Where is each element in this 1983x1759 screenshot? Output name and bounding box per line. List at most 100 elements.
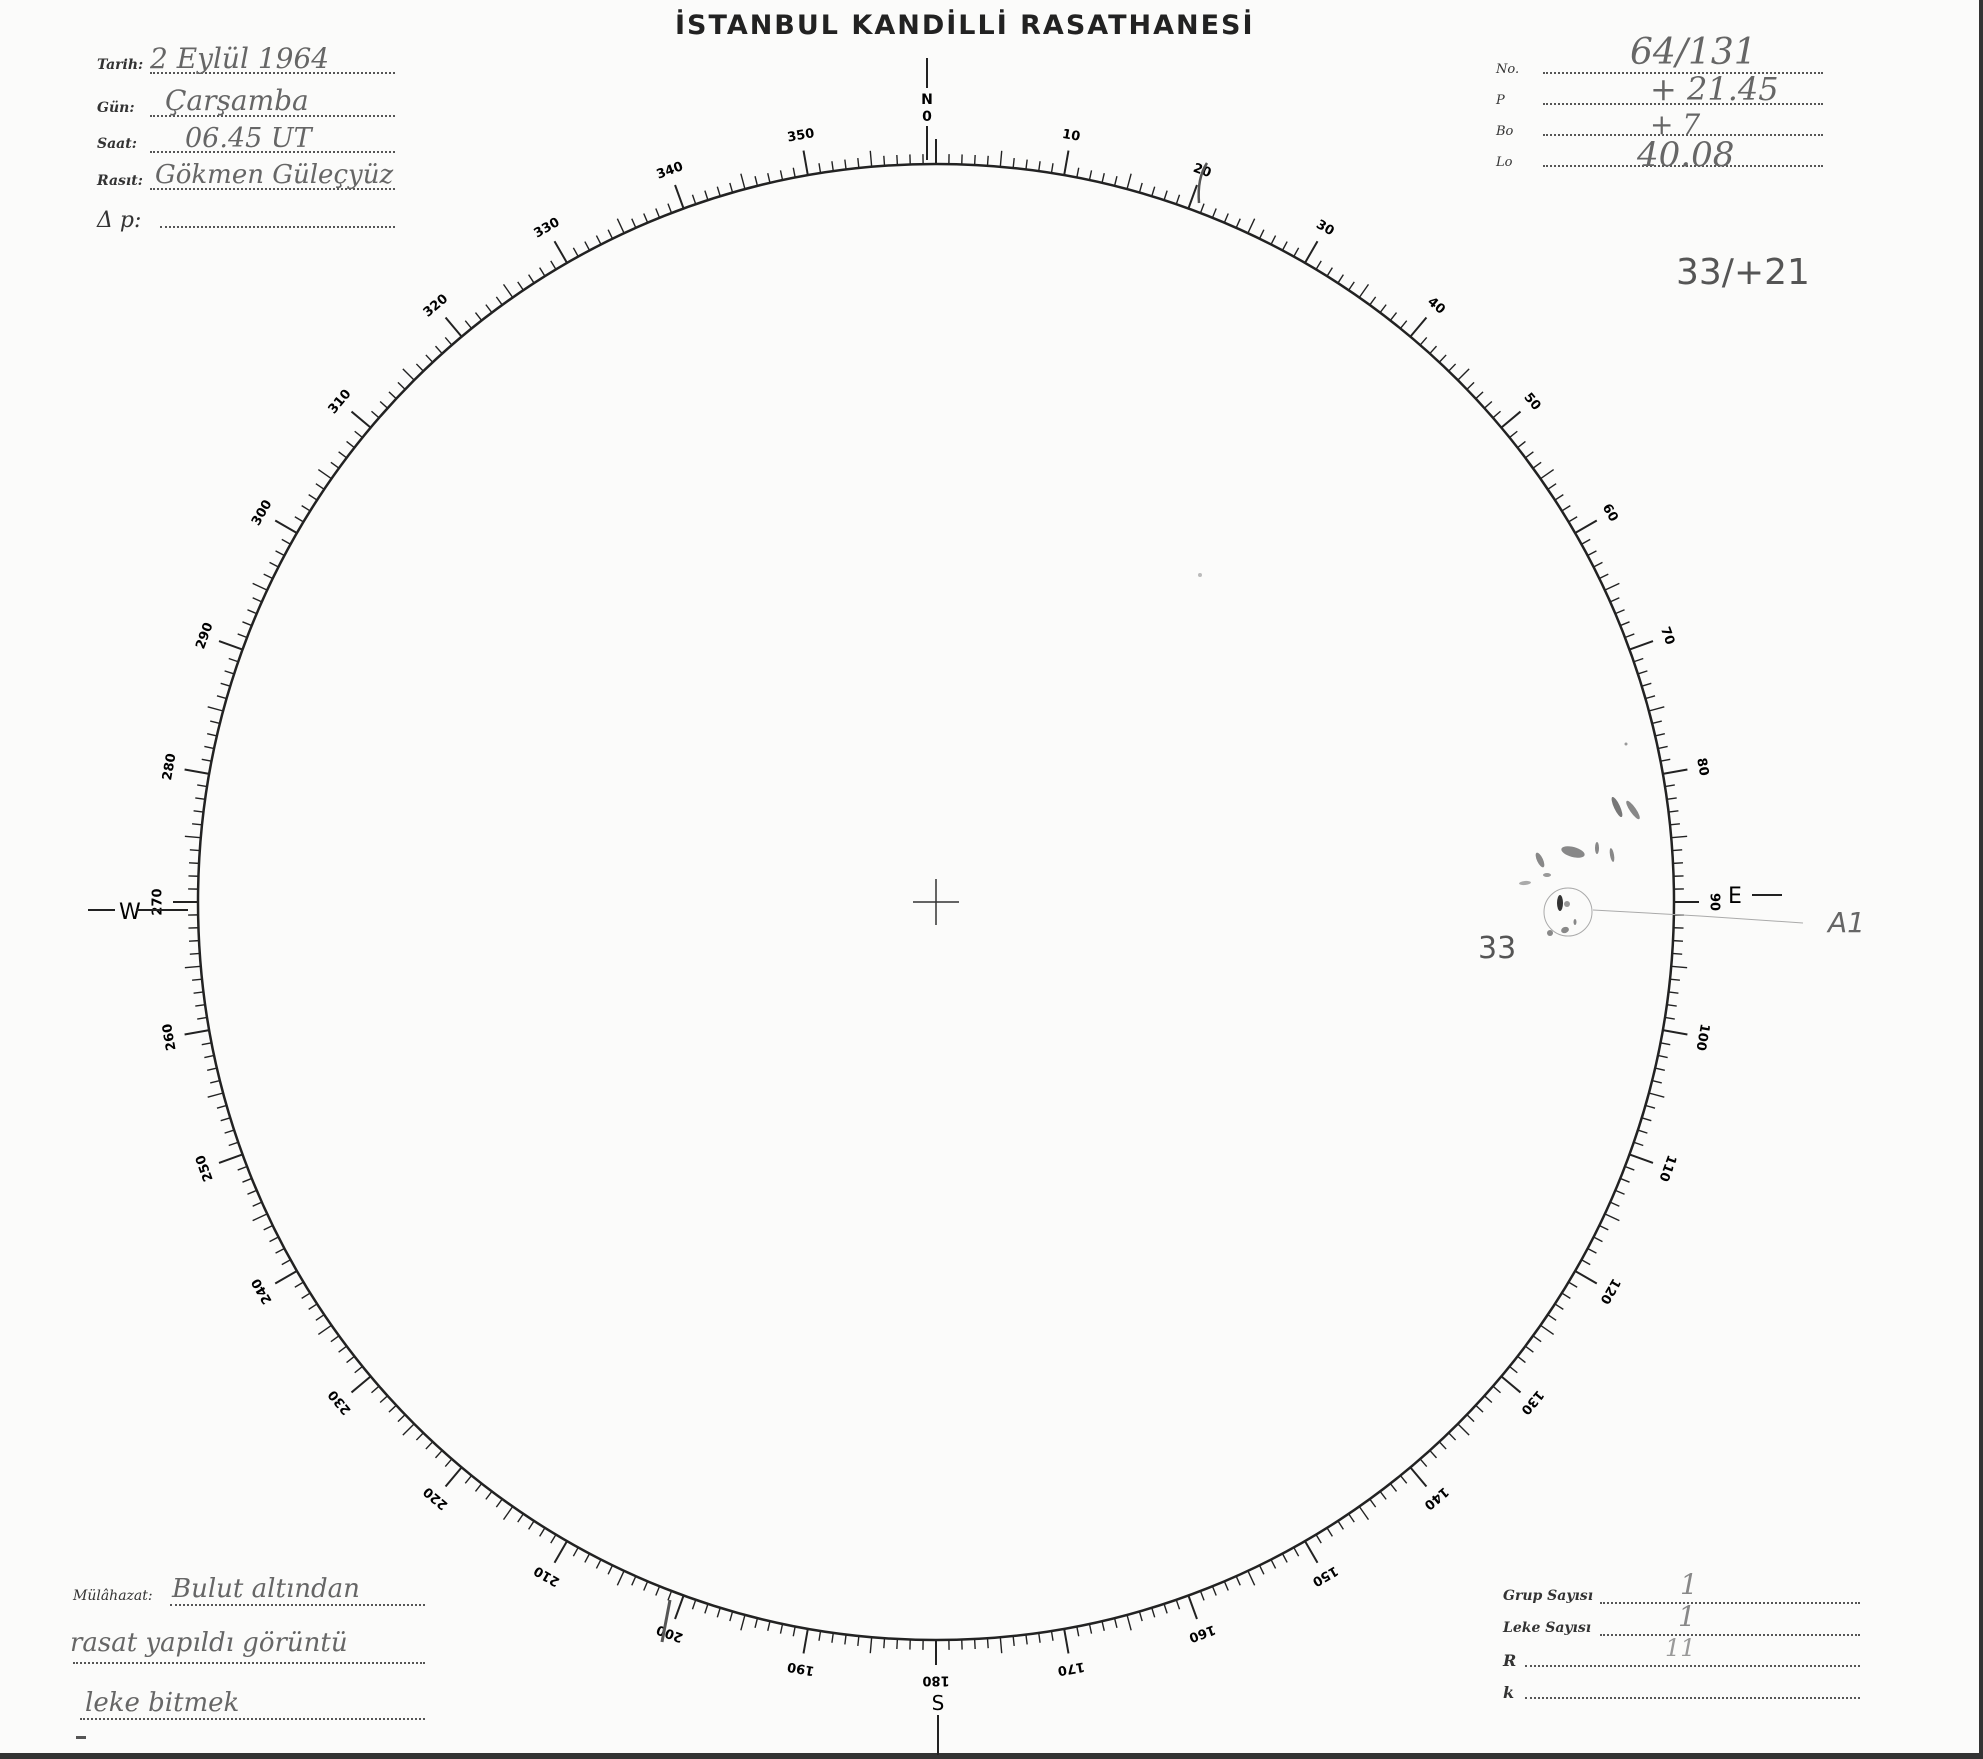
dial-label-280: 280 (160, 752, 179, 781)
dial-tick (1593, 1236, 1603, 1243)
dial-tick (350, 1375, 372, 1394)
dial-tick (883, 1638, 886, 1649)
dial-tick (1500, 410, 1522, 429)
dial-tick (802, 150, 809, 176)
dial-tick (691, 194, 697, 205)
dial-tick (1050, 163, 1054, 174)
dial-label-100: 100 (1692, 1022, 1711, 1051)
dial-tick (704, 190, 709, 201)
bo-value: + 7 (1650, 108, 1701, 141)
dial-tick (474, 1483, 483, 1492)
dial-tick (818, 1630, 822, 1641)
dial-tick (674, 1595, 685, 1620)
dial-tick (655, 1585, 661, 1596)
dial-tick (350, 410, 372, 429)
dial-tick (464, 1475, 473, 1484)
dial-tick (1358, 1506, 1370, 1521)
dial-tick (986, 155, 989, 166)
pencil-mark-200deg (660, 1599, 672, 1643)
dial-tick (844, 159, 847, 170)
dial-tick (584, 241, 591, 251)
dial-tick (1163, 190, 1168, 201)
dial-tick (1369, 296, 1377, 306)
dial-tick (252, 582, 268, 591)
dial-tick (371, 410, 380, 419)
dial-label-300: 300 (249, 497, 276, 528)
dial-label-120: 120 (1596, 1275, 1623, 1306)
disk-outline (196, 162, 1676, 1642)
dial-tick (1648, 1092, 1665, 1098)
dial-tick (1101, 173, 1105, 184)
dial-tick (1012, 158, 1015, 169)
dial-tick (1315, 1534, 1322, 1544)
dial-tick (495, 1498, 503, 1508)
dial-tick (247, 609, 257, 615)
lo-value: 40.08 (1637, 135, 1735, 175)
dial-tick (1554, 494, 1564, 501)
dial-ticks (173, 139, 1699, 1665)
dial-tick (1599, 573, 1609, 580)
sunspot (1611, 796, 1623, 818)
dial-tick (224, 670, 235, 675)
dial-tick (539, 267, 546, 277)
dial-tick (1429, 345, 1438, 355)
dial-tick (1429, 1449, 1438, 1459)
dial-tick (1223, 213, 1229, 223)
dial-label-240: 240 (249, 1275, 276, 1306)
dial-label-290: 290 (193, 621, 216, 652)
date-line (150, 72, 395, 74)
dial-tick (1599, 1224, 1609, 1231)
dial-tick (1671, 965, 1688, 969)
dial-tick (1326, 1527, 1333, 1537)
dial-tick (1660, 758, 1671, 762)
pencil-mark-20deg (1197, 162, 1209, 204)
dial-tick (999, 150, 1003, 167)
dial-tick (237, 1165, 248, 1171)
dial-tick (1492, 1385, 1501, 1394)
sunspot (1198, 573, 1202, 577)
dial-tick (224, 1129, 235, 1134)
dial-tick (188, 862, 200, 865)
dial-label-230: 230 (326, 1387, 355, 1417)
dial-tick (869, 150, 873, 167)
dial-tick (1211, 208, 1217, 219)
dial-tick (330, 461, 340, 469)
dial-tick (1348, 1513, 1355, 1523)
dial-tick (184, 1029, 210, 1036)
dial-tick (216, 695, 227, 700)
dial-tick (301, 1292, 311, 1299)
dial-tick (1175, 1599, 1181, 1610)
dial-tick (1369, 1498, 1377, 1508)
dial-tick (616, 1570, 625, 1586)
dial-tick (857, 158, 860, 169)
r-label: R (1503, 1651, 1517, 1670)
dial-tick (1419, 337, 1428, 346)
dial-tick (740, 1614, 746, 1631)
dial-tick (218, 1153, 243, 1164)
dial-tick (655, 208, 661, 219)
dial-tick (1448, 1432, 1457, 1441)
dial-tick (1281, 1553, 1288, 1563)
dial-tick (201, 758, 212, 762)
dial-label-250: 250 (193, 1153, 216, 1184)
dial-tick (1270, 235, 1277, 245)
dial-tick (643, 213, 649, 223)
dial-tick (831, 1632, 834, 1643)
dial-label-170: 170 (1056, 1658, 1085, 1677)
dial-tick (1581, 538, 1591, 545)
dial-tick (1654, 1067, 1665, 1071)
dial-tick (1509, 430, 1518, 439)
dial-tick (1609, 1201, 1620, 1207)
dial-tick (716, 1607, 721, 1618)
dial-tick (1672, 862, 1684, 865)
dial-label-10: 10 (1061, 127, 1081, 145)
dial-tick (242, 1177, 253, 1183)
dial-tick (1604, 1213, 1620, 1222)
dial-label-40: 40 (1424, 294, 1448, 317)
dial-tick (1593, 561, 1603, 568)
dial-tick (192, 978, 203, 981)
dial-tick (1348, 281, 1355, 291)
dial-tick (1483, 400, 1493, 409)
dial-tick (1438, 354, 1447, 363)
dial-label-60: 60 (1599, 501, 1621, 524)
